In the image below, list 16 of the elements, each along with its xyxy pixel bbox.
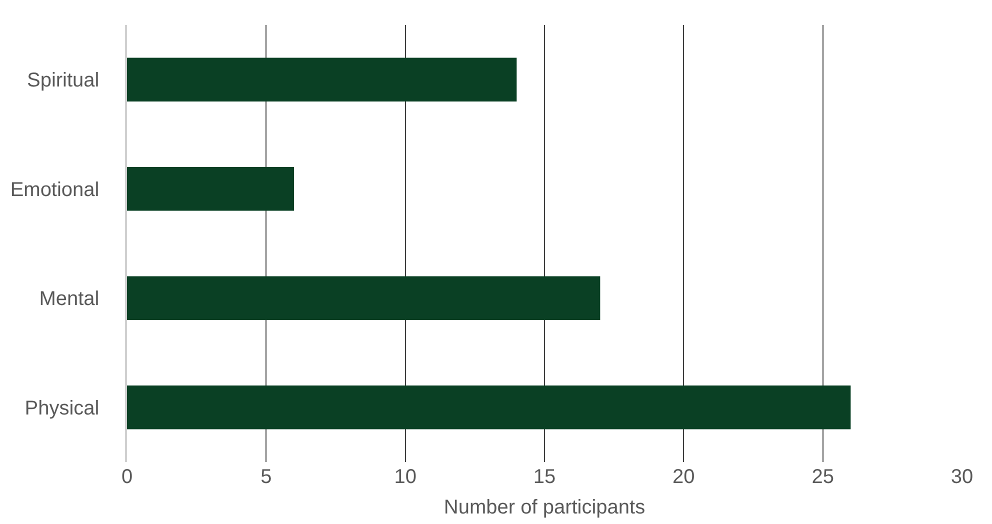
x-axis-title: Number of participants [444,496,646,518]
x-tick-label: 0 [121,466,133,488]
x-tick-label: 10 [394,466,416,488]
x-tick-label: 5 [260,466,272,488]
y-tick-label: Spiritual [26,70,100,92]
x-tick-label: 20 [672,466,695,488]
bar [127,58,517,102]
x-tick-label: 15 [533,466,556,488]
bar [127,276,600,320]
y-tick-label: Physical [24,397,100,420]
x-tick-label: 30 [950,466,974,488]
y-tick-label: Mental [39,288,100,310]
y-tick-label: Emotional [10,178,100,201]
bar [127,386,851,430]
bar [127,167,294,211]
x-tick-label: 25 [812,466,834,488]
